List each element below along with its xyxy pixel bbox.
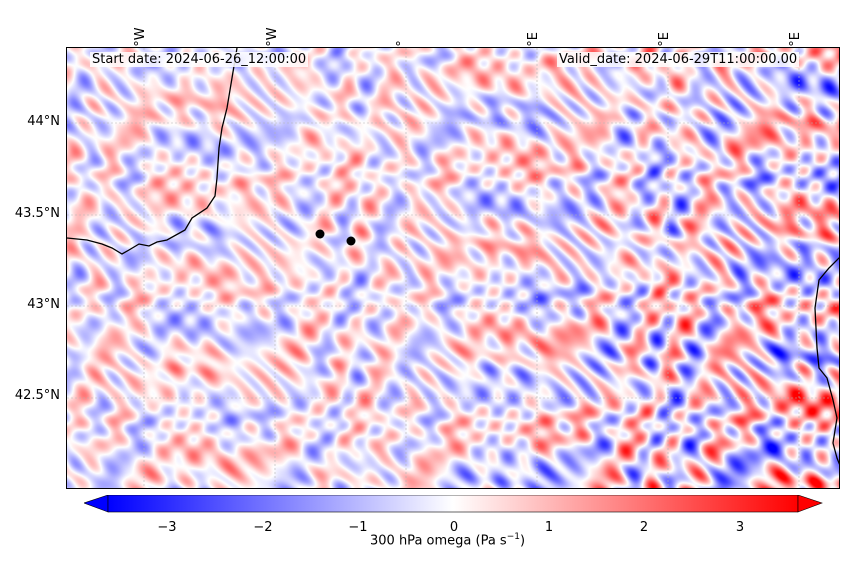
colorbar-tick-label: 1 xyxy=(544,520,554,535)
station-marker xyxy=(315,229,325,239)
colorbar-gradient xyxy=(107,495,799,513)
colorbar-tick-label: 3 xyxy=(735,520,745,535)
coastline-bay-of-biscay xyxy=(67,48,238,255)
colorbar-tick-label: −3 xyxy=(157,520,177,535)
colorbar-label-exponent: −1 xyxy=(506,532,520,542)
valid-date-label: Valid_date: 2024-06-29T11:00:00.00 xyxy=(557,52,800,67)
colorbar-max-extend xyxy=(797,495,823,513)
colorbar-label: 300 hPa omega (Pa s−1) xyxy=(370,532,525,548)
map-panel xyxy=(66,47,840,489)
lat-tick: 44°N xyxy=(27,114,60,129)
lat-tick: 43°N xyxy=(27,297,60,312)
colorbar-tick-label: −1 xyxy=(348,520,368,535)
lat-tick: 43.5°N xyxy=(14,206,60,221)
station-marker xyxy=(346,236,356,246)
station-markers xyxy=(315,229,356,246)
map-overlay xyxy=(67,48,839,488)
colorbar-label-close: ) xyxy=(519,533,526,549)
gridlines xyxy=(67,48,839,488)
colorbar xyxy=(84,495,823,513)
colorbar-tick-label: 2 xyxy=(639,520,649,535)
colorbar-label-text: 300 hPa omega (Pa s xyxy=(370,533,507,549)
colorbar-tick-label: −2 xyxy=(253,520,273,535)
lat-tick: 42.5°N xyxy=(14,388,60,403)
omega-field-raster xyxy=(67,48,839,488)
colorbar-min-extend xyxy=(84,495,109,513)
start-date-label: Start date: 2024-06-26_12:00:00 xyxy=(90,52,309,67)
colorbar-tick-label: 0 xyxy=(449,520,459,535)
coastline-mediterranean xyxy=(814,257,839,465)
